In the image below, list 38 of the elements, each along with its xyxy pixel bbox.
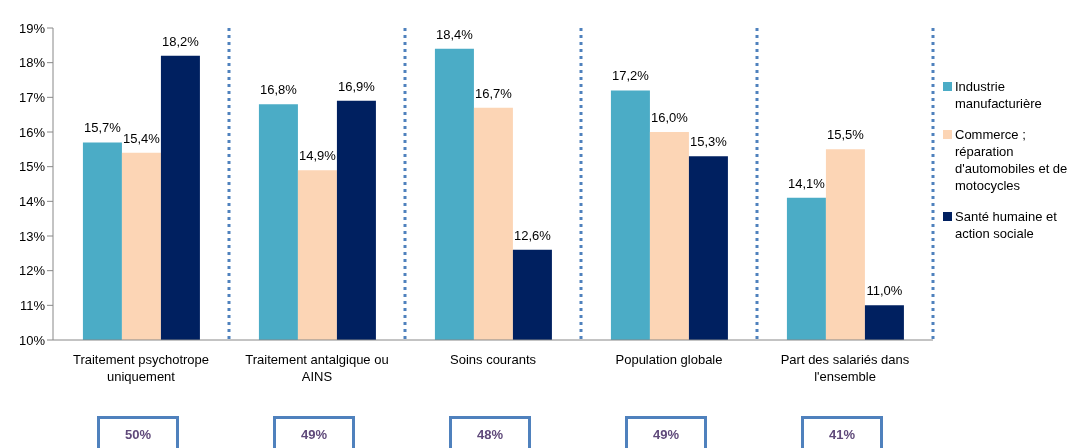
y-tick-label: 17% bbox=[18, 89, 46, 105]
data-label: 11,0% bbox=[866, 283, 903, 299]
x-tick-label: Population globale bbox=[615, 352, 723, 367]
y-tick-label: 13% bbox=[18, 228, 46, 244]
y-tick-label: 12% bbox=[18, 263, 46, 279]
text: 49% bbox=[625, 416, 707, 448]
text: 48% bbox=[449, 416, 531, 448]
data-label: 12,6% bbox=[513, 227, 552, 243]
y-tick-label: 18% bbox=[18, 55, 46, 71]
text: 41% bbox=[801, 416, 883, 448]
y-tick-label: 15% bbox=[18, 159, 46, 175]
y-tick-label: 11% bbox=[19, 297, 46, 313]
data-label: 15,4% bbox=[122, 130, 161, 146]
data-label: 16,0% bbox=[650, 110, 689, 125]
text: 50% bbox=[97, 416, 179, 448]
data-label: 14,1% bbox=[787, 175, 826, 191]
x-tick-label: Traitement psychotrope uniquement bbox=[72, 352, 210, 384]
data-label: 18,4% bbox=[435, 26, 474, 42]
x-tick-label: Traitement antalgique ou AINS bbox=[245, 352, 389, 384]
data-label: 18,2% bbox=[161, 33, 200, 49]
y-tick-label: 10% bbox=[18, 332, 46, 348]
legend-label: Santé humaine et action sociale bbox=[955, 208, 1058, 242]
y-tick-label: 19% bbox=[18, 20, 46, 36]
data-label: 16,9% bbox=[337, 78, 376, 94]
data-label: 15,3% bbox=[689, 134, 728, 150]
x-tick-label: Part des salariés dans l'ensemble bbox=[780, 352, 910, 384]
data-label: 16,7% bbox=[474, 85, 513, 101]
legend-label: Industrie manufacturière bbox=[955, 78, 1043, 112]
data-label: 15,5% bbox=[826, 127, 865, 143]
data-label: 17,2% bbox=[611, 68, 650, 84]
legend-label: Commerce ; réparation d'automobiles et de motocycles bbox=[955, 126, 1069, 194]
y-tick-label: 16% bbox=[18, 124, 46, 140]
data-label: 14,9% bbox=[298, 148, 337, 164]
data-label: 16,8% bbox=[259, 82, 298, 98]
x-tick-label: Soins courants bbox=[450, 352, 537, 367]
data-label: 15,7% bbox=[83, 120, 122, 136]
text: 49% bbox=[273, 416, 355, 448]
y-tick-label: 14% bbox=[18, 193, 46, 209]
